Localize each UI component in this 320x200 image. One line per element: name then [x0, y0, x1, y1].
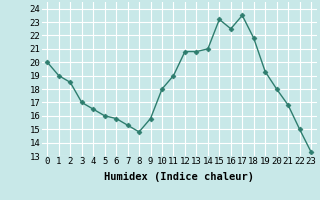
X-axis label: Humidex (Indice chaleur): Humidex (Indice chaleur): [104, 172, 254, 182]
